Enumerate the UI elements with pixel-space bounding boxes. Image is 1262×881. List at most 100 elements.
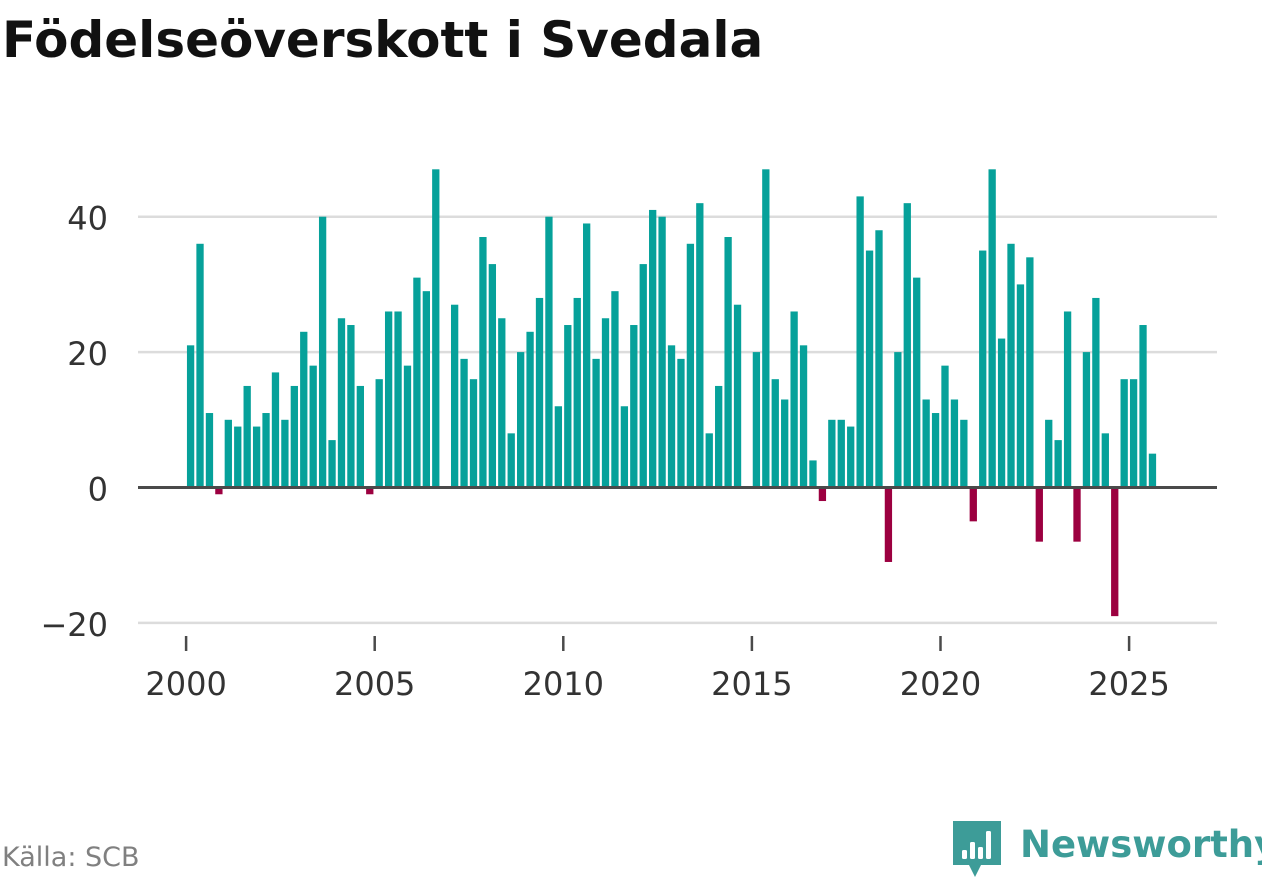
bar-92	[1054, 440, 1062, 488]
x-tick-label: 2000	[145, 665, 226, 703]
bar-66	[809, 460, 817, 488]
bar-30	[469, 379, 478, 488]
bar-52	[677, 358, 685, 488]
bar-48	[639, 264, 647, 488]
bar-5	[234, 426, 242, 488]
bar-68	[828, 419, 836, 488]
bar-87	[1007, 243, 1015, 488]
bar-76	[903, 203, 911, 488]
bar-21	[384, 311, 393, 488]
bar-9	[271, 372, 280, 488]
bar-84	[979, 250, 987, 488]
bar-81	[950, 399, 959, 488]
bar-39	[554, 406, 563, 488]
bar-28	[450, 304, 459, 488]
bars	[186, 169, 1157, 617]
bar-58	[733, 304, 742, 488]
bar-31	[479, 237, 487, 488]
bar-55	[705, 433, 713, 488]
bar-70	[847, 426, 855, 488]
bar-98	[1111, 487, 1119, 617]
bar-chart: −20 0 20 40 2000 2005 2010 2015 2020 2025	[40, 169, 1217, 703]
bar-17	[347, 325, 355, 488]
bar-100	[1129, 379, 1138, 488]
bar-40	[564, 325, 572, 488]
bar-69	[837, 419, 845, 488]
bar-50	[658, 216, 666, 488]
bar-72	[865, 250, 874, 488]
bar-41	[573, 297, 581, 488]
y-tick-label: 20	[67, 335, 108, 373]
bar-10	[281, 419, 289, 488]
bar-26	[432, 169, 440, 488]
y-tick-label: 40	[67, 200, 108, 238]
bar-25	[422, 291, 430, 488]
bar-20	[375, 379, 383, 488]
bar-35	[517, 352, 525, 488]
bar-11	[290, 385, 298, 488]
bar-61	[762, 169, 770, 488]
bar-79	[931, 413, 940, 488]
bar-102	[1148, 453, 1157, 488]
bar-86	[997, 338, 1006, 488]
source-label: Källa: SCB	[2, 842, 140, 873]
bar-83	[969, 487, 977, 522]
bar-96	[1092, 297, 1100, 488]
bar-56	[715, 385, 723, 488]
bar-90	[1035, 487, 1043, 542]
bar-16	[337, 318, 346, 488]
bar-75	[894, 352, 902, 488]
bar-45	[611, 291, 619, 488]
bar-94	[1073, 487, 1081, 542]
x-tick-label: 2015	[711, 665, 792, 703]
bar-7	[252, 426, 261, 488]
bar-6	[243, 385, 251, 488]
bar-44	[601, 318, 610, 488]
bar-32	[488, 264, 497, 488]
bar-38	[545, 216, 553, 488]
bar-42	[583, 223, 591, 488]
bar-101	[1139, 325, 1147, 488]
bar-80	[941, 365, 949, 488]
bar-24	[413, 277, 421, 488]
bar-33	[498, 318, 506, 488]
bar-23	[403, 365, 412, 488]
bar-13	[309, 365, 317, 488]
bar-19	[366, 487, 374, 495]
bar-37	[535, 297, 544, 488]
bar-57	[724, 237, 732, 488]
bar-51	[667, 345, 676, 488]
bar-29	[460, 358, 468, 488]
bar-73	[875, 230, 883, 488]
bar-1	[196, 243, 204, 488]
bar-67	[818, 487, 827, 502]
bar-93	[1063, 311, 1072, 488]
bar-22	[394, 311, 402, 488]
bar-36	[526, 331, 534, 488]
bar-34	[507, 433, 515, 488]
bar-71	[856, 196, 864, 488]
bar-97	[1101, 433, 1109, 488]
bar-3	[215, 487, 223, 495]
bar-99	[1120, 379, 1128, 488]
bar-0	[186, 345, 195, 488]
bar-78	[922, 399, 930, 488]
x-tick-label: 2010	[523, 665, 604, 703]
x-tick-label: 2005	[334, 665, 415, 703]
bar-74	[884, 487, 893, 562]
y-axis-labels: −20 0 20 40	[40, 200, 108, 644]
bar-46	[620, 406, 629, 488]
bar-89	[1026, 257, 1034, 488]
bar-64	[790, 311, 798, 488]
bar-14	[318, 216, 327, 488]
bar-53	[686, 243, 695, 488]
bar-47	[630, 325, 638, 488]
bar-88	[1016, 284, 1025, 488]
bar-60	[752, 352, 761, 488]
bar-15	[328, 440, 336, 488]
newsworthy-logo-icon	[953, 821, 1001, 877]
bar-2	[205, 413, 214, 488]
bar-95	[1082, 352, 1091, 488]
chart-title: Födelseöverskott i Svedala	[2, 11, 764, 69]
x-tick-label: 2025	[1088, 665, 1169, 703]
